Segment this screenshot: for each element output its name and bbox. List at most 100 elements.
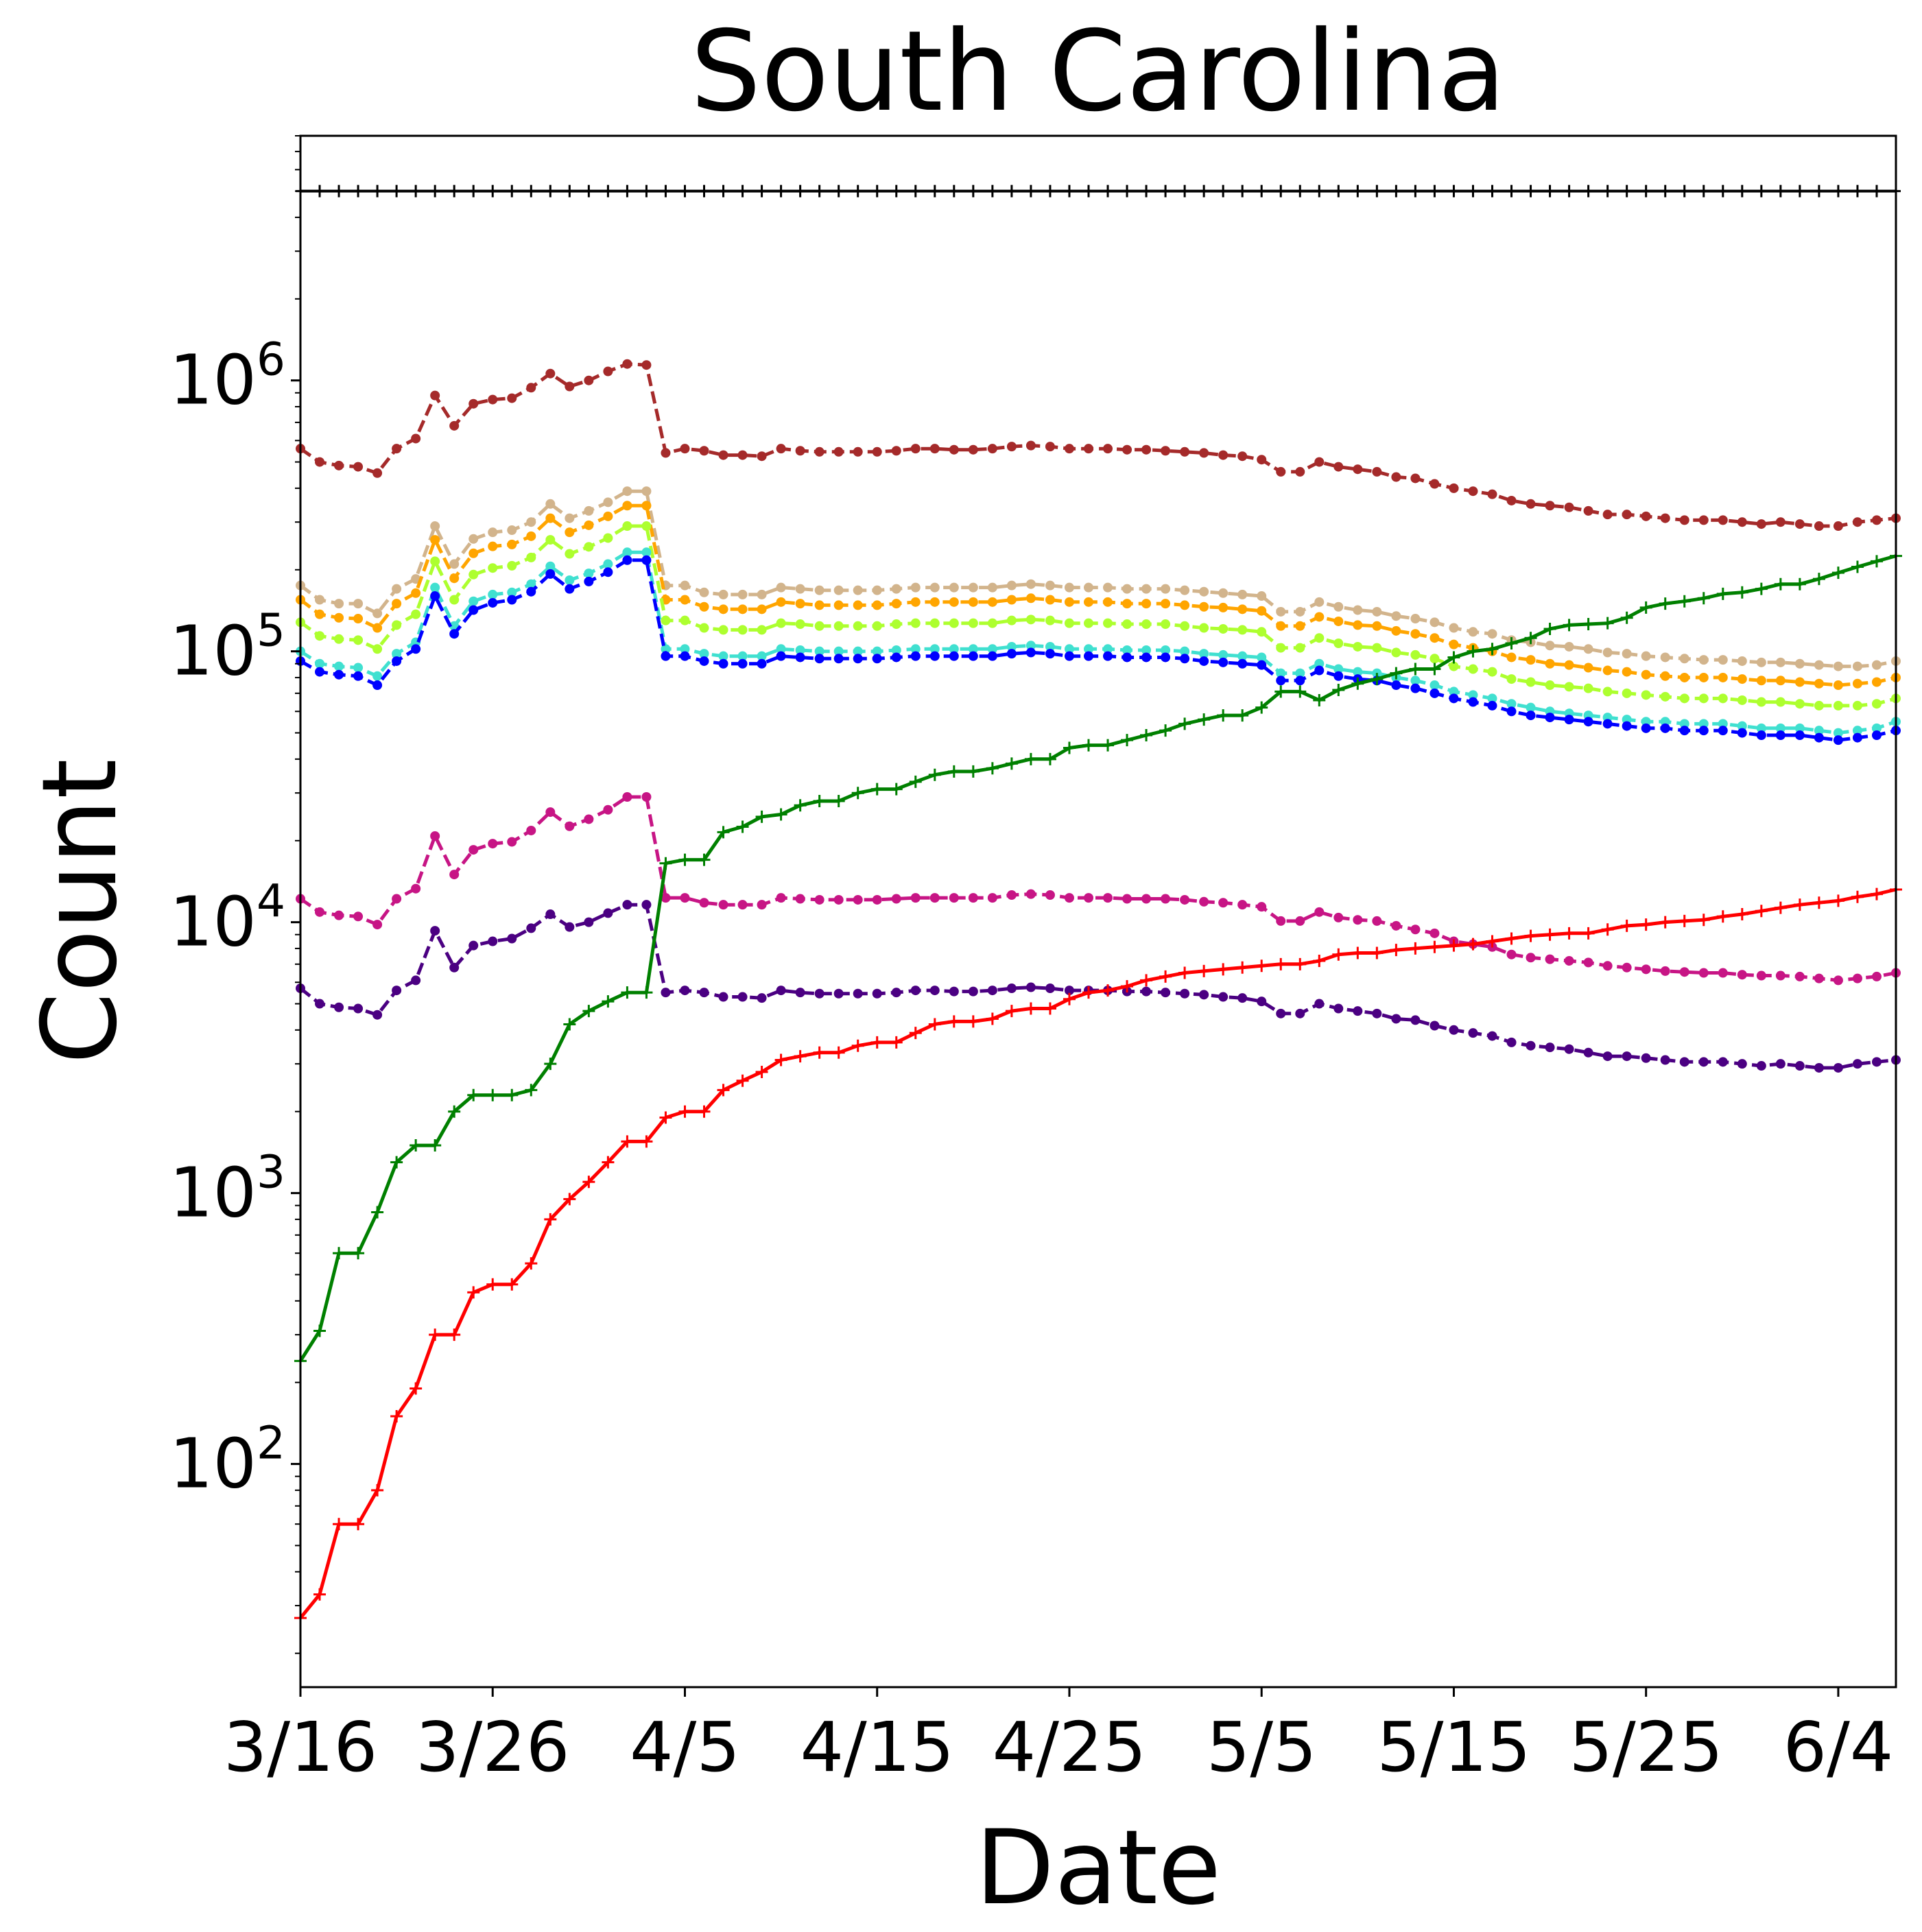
data-point [1025,982,1036,992]
data-point [813,795,826,808]
data-point [1276,643,1286,653]
data-point [1295,466,1305,477]
data-point [1313,693,1326,706]
data-point [1831,567,1844,580]
data-point [1564,502,1574,512]
series-line [299,503,1897,687]
reference-point [1737,184,1747,198]
data-point [1180,646,1190,656]
data-point [488,839,498,849]
data-point [1257,455,1267,465]
data-point [1564,641,1574,652]
data-point [1429,633,1440,643]
data-point [891,619,901,630]
data-point [1641,717,1651,727]
data-point [1276,621,1286,631]
data-point [1180,585,1190,595]
data-point [680,986,690,996]
reference-point [1602,184,1613,198]
data-point [390,1156,403,1169]
data-point [313,1324,327,1337]
data-point [737,604,748,615]
data-point [737,992,748,1002]
data-point [872,446,882,457]
data-point [1410,683,1421,693]
data-point [372,680,383,691]
data-point [774,1053,787,1066]
data-point [1582,927,1595,940]
data-point [966,765,980,778]
data-point [814,585,824,595]
data-point [1025,647,1036,658]
data-point [1601,923,1614,936]
data-point [449,595,460,605]
data-point [1449,1025,1459,1035]
data-point [736,820,749,833]
data-point [1103,597,1113,607]
data-point [1351,946,1364,959]
data-point [1391,647,1401,658]
data-point [1218,588,1229,598]
data-point [794,1050,807,1063]
data-point [1852,732,1862,743]
data-point [1756,676,1766,686]
data-point [1506,652,1517,663]
data-point [1737,656,1747,666]
data-point [390,1410,403,1423]
data-point [1428,940,1441,953]
data-point [411,644,421,654]
data-point [1353,641,1363,652]
reference-point [1487,184,1497,198]
data-point [1526,702,1536,713]
data-point [1333,462,1344,472]
data-point [1639,918,1652,931]
data-point [909,1027,922,1040]
data-point [910,618,921,628]
data-point [1409,942,1422,955]
data-point [1161,446,1171,456]
data-point [1372,643,1382,653]
data-point [718,604,728,615]
data-point [1083,618,1093,628]
data-point [1218,602,1229,612]
data-point [1141,652,1152,663]
data-point [1833,728,1843,738]
data-point [1659,916,1672,929]
data-point [891,988,901,998]
data-point [968,986,978,997]
data-point [1122,894,1132,904]
data-point [352,1247,365,1260]
data-point [870,783,883,796]
data-point [334,661,344,671]
data-point [1314,457,1325,467]
data-point [853,646,863,656]
data-point [1391,472,1401,482]
data-point [833,446,844,457]
data-point [1660,966,1670,976]
data-point [1218,657,1229,667]
data-point [661,988,671,998]
reference-line [296,184,1901,198]
data-point [1602,687,1613,697]
reference-point [1295,184,1305,198]
data-point [1756,1061,1766,1071]
data-point [776,644,786,654]
reference-point [1103,184,1113,198]
data-point [814,600,824,610]
data-point [1447,651,1460,664]
data-point [1141,444,1152,455]
data-point [1679,672,1689,682]
reference-point [1180,184,1190,198]
data-point [1564,682,1574,692]
reference-point [1276,184,1286,198]
data-point [411,883,421,894]
x-tick-label: 5/5 [1207,1707,1317,1787]
data-point [1103,644,1113,654]
data-point [872,585,882,595]
reference-point [1775,184,1785,198]
series-line [299,362,1897,528]
data-point [1025,579,1036,589]
data-point [814,988,824,999]
data-point [872,894,882,905]
data-point [392,656,402,666]
